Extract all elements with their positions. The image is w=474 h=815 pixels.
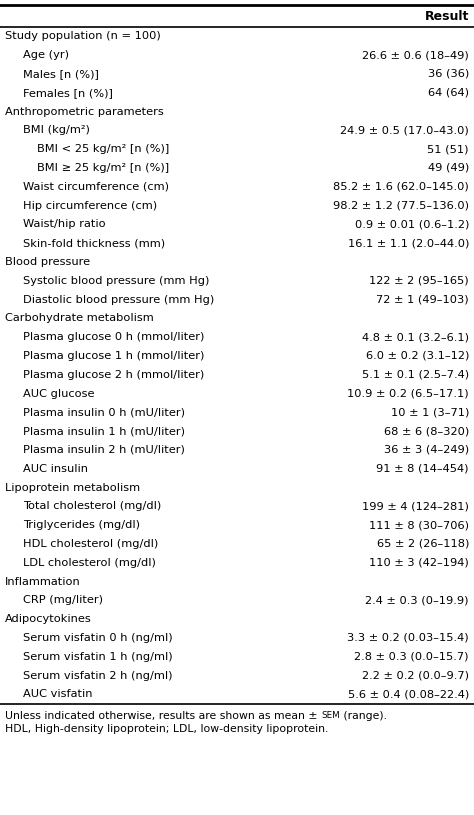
Text: Serum visfatin 2 h (ng/ml): Serum visfatin 2 h (ng/ml)	[23, 671, 173, 681]
Text: Waist/hip ratio: Waist/hip ratio	[23, 219, 106, 229]
Text: Adipocytokines: Adipocytokines	[5, 615, 92, 624]
Text: HDL cholesterol (mg/dl): HDL cholesterol (mg/dl)	[23, 539, 158, 549]
Text: Total cholesterol (mg/dl): Total cholesterol (mg/dl)	[23, 501, 161, 511]
Text: 36 (36): 36 (36)	[428, 69, 469, 79]
Text: 4.8 ± 0.1 (3.2–6.1): 4.8 ± 0.1 (3.2–6.1)	[362, 333, 469, 342]
Text: Carbohydrate metabolism: Carbohydrate metabolism	[5, 314, 154, 324]
Text: 2.2 ± 0.2 (0.0–9.7): 2.2 ± 0.2 (0.0–9.7)	[362, 671, 469, 681]
Text: AUC glucose: AUC glucose	[23, 389, 94, 399]
Text: Serum visfatin 1 h (ng/ml): Serum visfatin 1 h (ng/ml)	[23, 652, 173, 662]
Text: 5.1 ± 0.1 (2.5–7.4): 5.1 ± 0.1 (2.5–7.4)	[362, 370, 469, 380]
Text: AUC insulin: AUC insulin	[23, 464, 88, 474]
Text: 51 (51): 51 (51)	[428, 144, 469, 154]
Text: 5.6 ± 0.4 (0.08–22.4): 5.6 ± 0.4 (0.08–22.4)	[348, 689, 469, 699]
Text: Males [n (%)]: Males [n (%)]	[23, 69, 99, 79]
Text: Result: Result	[425, 10, 469, 23]
Text: BMI < 25 kg/m² [n (%)]: BMI < 25 kg/m² [n (%)]	[37, 144, 169, 154]
Text: 122 ± 2 (95–165): 122 ± 2 (95–165)	[369, 275, 469, 286]
Text: 2.8 ± 0.3 (0.0–15.7): 2.8 ± 0.3 (0.0–15.7)	[355, 652, 469, 662]
Text: Plasma insulin 0 h (mU/liter): Plasma insulin 0 h (mU/liter)	[23, 408, 185, 417]
Text: 24.9 ± 0.5 (17.0–43.0): 24.9 ± 0.5 (17.0–43.0)	[340, 126, 469, 135]
Text: AUC visfatin: AUC visfatin	[23, 689, 92, 699]
Text: Age (yr): Age (yr)	[23, 51, 69, 60]
Text: Skin-fold thickness (mm): Skin-fold thickness (mm)	[23, 238, 165, 249]
Text: Plasma glucose 0 h (mmol/liter): Plasma glucose 0 h (mmol/liter)	[23, 333, 204, 342]
Text: Diastolic blood pressure (mm Hg): Diastolic blood pressure (mm Hg)	[23, 294, 214, 305]
Text: 26.6 ± 0.6 (18–49): 26.6 ± 0.6 (18–49)	[362, 51, 469, 60]
Text: 49 (49): 49 (49)	[428, 163, 469, 173]
Text: Waist circumference (cm): Waist circumference (cm)	[23, 182, 169, 192]
Text: BMI ≥ 25 kg/m² [n (%)]: BMI ≥ 25 kg/m² [n (%)]	[37, 163, 169, 173]
Text: Blood pressure: Blood pressure	[5, 257, 90, 267]
Text: Anthropometric parameters: Anthropometric parameters	[5, 107, 164, 117]
Text: Plasma glucose 1 h (mmol/liter): Plasma glucose 1 h (mmol/liter)	[23, 351, 204, 361]
Text: Lipoprotein metabolism: Lipoprotein metabolism	[5, 482, 140, 492]
Text: 64 (64): 64 (64)	[428, 88, 469, 98]
Text: 98.2 ± 1.2 (77.5–136.0): 98.2 ± 1.2 (77.5–136.0)	[333, 200, 469, 210]
Text: Serum visfatin 0 h (ng/ml): Serum visfatin 0 h (ng/ml)	[23, 633, 173, 643]
Text: 85.2 ± 1.6 (62.0–145.0): 85.2 ± 1.6 (62.0–145.0)	[333, 182, 469, 192]
Text: 0.9 ± 0.01 (0.6–1.2): 0.9 ± 0.01 (0.6–1.2)	[355, 219, 469, 229]
Text: CRP (mg/liter): CRP (mg/liter)	[23, 596, 103, 606]
Text: 10.9 ± 0.2 (6.5–17.1): 10.9 ± 0.2 (6.5–17.1)	[347, 389, 469, 399]
Text: 72 ± 1 (49–103): 72 ± 1 (49–103)	[376, 294, 469, 305]
Text: SEM: SEM	[321, 711, 340, 720]
Text: Inflammation: Inflammation	[5, 576, 81, 587]
Text: HDL, High-density lipoprotein; LDL, low-density lipoprotein.: HDL, High-density lipoprotein; LDL, low-…	[5, 724, 328, 734]
Text: Females [n (%)]: Females [n (%)]	[23, 88, 113, 98]
Text: Study population (n = 100): Study population (n = 100)	[5, 32, 161, 42]
Text: 68 ± 6 (8–320): 68 ± 6 (8–320)	[384, 426, 469, 436]
Text: Triglycerides (mg/dl): Triglycerides (mg/dl)	[23, 520, 140, 531]
Text: 3.3 ± 0.2 (0.03–15.4): 3.3 ± 0.2 (0.03–15.4)	[347, 633, 469, 643]
Text: 16.1 ± 1.1 (2.0–44.0): 16.1 ± 1.1 (2.0–44.0)	[347, 238, 469, 249]
Text: Plasma insulin 1 h (mU/liter): Plasma insulin 1 h (mU/liter)	[23, 426, 185, 436]
Text: 110 ± 3 (42–194): 110 ± 3 (42–194)	[369, 557, 469, 568]
Text: Systolic blood pressure (mm Hg): Systolic blood pressure (mm Hg)	[23, 275, 210, 286]
Text: Plasma insulin 2 h (mU/liter): Plasma insulin 2 h (mU/liter)	[23, 445, 185, 455]
Text: 91 ± 8 (14–454): 91 ± 8 (14–454)	[376, 464, 469, 474]
Text: 111 ± 8 (30–706): 111 ± 8 (30–706)	[369, 520, 469, 531]
Text: 10 ± 1 (3–71): 10 ± 1 (3–71)	[391, 408, 469, 417]
Text: 36 ± 3 (4–249): 36 ± 3 (4–249)	[384, 445, 469, 455]
Text: 2.4 ± 0.3 (0–19.9): 2.4 ± 0.3 (0–19.9)	[365, 596, 469, 606]
Text: Unless indicated otherwise, results are shown as mean ±: Unless indicated otherwise, results are …	[5, 711, 321, 720]
Text: LDL cholesterol (mg/dl): LDL cholesterol (mg/dl)	[23, 557, 156, 568]
Text: Hip circumference (cm): Hip circumference (cm)	[23, 200, 157, 210]
Text: Plasma glucose 2 h (mmol/liter): Plasma glucose 2 h (mmol/liter)	[23, 370, 204, 380]
Text: BMI (kg/m²): BMI (kg/m²)	[23, 126, 90, 135]
Text: 65 ± 2 (26–118): 65 ± 2 (26–118)	[377, 539, 469, 549]
Text: (range).: (range).	[340, 711, 387, 720]
Text: 199 ± 4 (124–281): 199 ± 4 (124–281)	[362, 501, 469, 511]
Text: 6.0 ± 0.2 (3.1–12): 6.0 ± 0.2 (3.1–12)	[365, 351, 469, 361]
